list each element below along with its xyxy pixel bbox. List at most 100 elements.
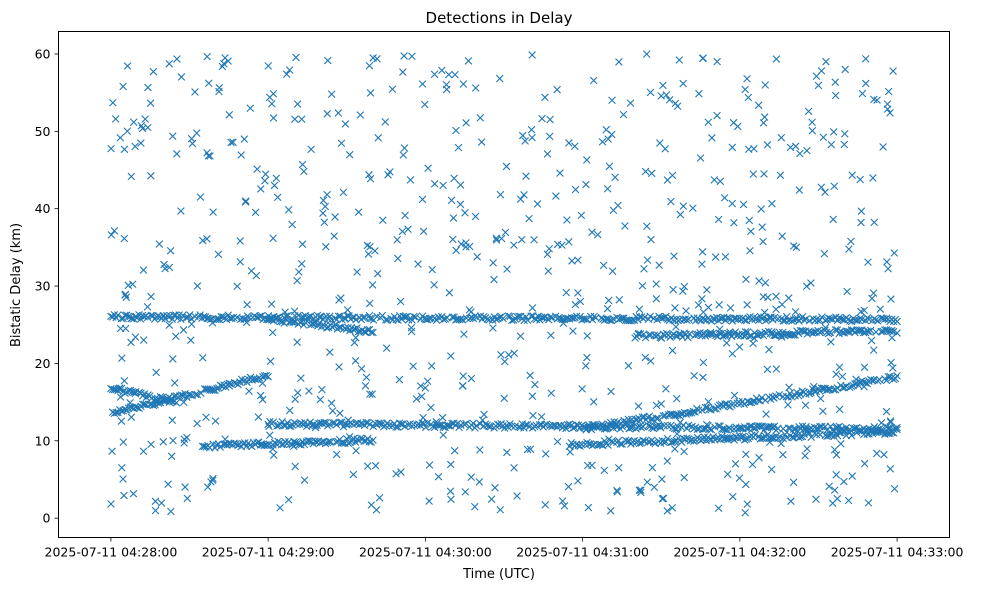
detection-marker: [472, 421, 481, 430]
detection-marker: [745, 216, 754, 225]
detection-marker: [497, 351, 505, 359]
detection-marker: [282, 70, 291, 79]
detection-marker: [888, 334, 896, 342]
detection-marker: [427, 314, 436, 323]
detection-marker: [857, 218, 865, 227]
detection-marker: [652, 414, 661, 423]
detection-marker: [815, 328, 824, 337]
detection-marker: [789, 242, 798, 250]
detection-marker: [475, 478, 484, 486]
detection-marker: [199, 312, 208, 321]
detection-marker: [714, 504, 723, 513]
x-axis: 2025-07-11 04:28:00 2025-07-11 04:29:00 20…: [45, 537, 964, 560]
detection-marker: [615, 58, 623, 66]
detection-marker: [787, 331, 796, 339]
detection-marker: [258, 395, 267, 404]
detection-marker: [778, 300, 786, 309]
detection-marker: [359, 313, 367, 322]
detection-marker: [461, 209, 469, 217]
detection-marker: [281, 308, 289, 316]
detection-marker: [864, 499, 873, 507]
detection-marker: [634, 402, 643, 410]
detection-marker: [604, 135, 612, 143]
detection-marker: [473, 252, 482, 261]
detection-marker: [507, 422, 516, 430]
detection-marker: [636, 488, 645, 497]
detection-marker: [448, 313, 457, 321]
detection-marker: [704, 303, 713, 312]
detection-marker: [167, 507, 175, 516]
detection-marker: [528, 133, 536, 142]
y-tick-label: 30: [35, 279, 51, 294]
detection-marker: [245, 313, 254, 322]
detection-marker: [152, 313, 161, 321]
detection-marker: [652, 294, 661, 303]
detection-marker: [868, 294, 876, 303]
detection-marker: [735, 474, 744, 482]
detection-marker: [742, 435, 751, 443]
detection-marker: [477, 138, 486, 146]
detection-marker: [144, 83, 152, 92]
detection-marker: [608, 96, 616, 105]
detection-marker: [224, 57, 232, 65]
detection-marker: [490, 275, 498, 284]
detection-marker: [746, 246, 754, 255]
detection-marker: [265, 93, 274, 102]
detection-marker: [188, 139, 197, 148]
detection-marker: [219, 313, 227, 321]
detection-marker: [628, 420, 637, 429]
detection-marker: [284, 495, 293, 504]
detection-marker: [119, 475, 127, 483]
detection-marker: [830, 182, 839, 191]
detection-marker: [835, 363, 844, 371]
detection-marker: [621, 222, 629, 230]
detection-marker: [640, 265, 648, 273]
detection-marker: [663, 507, 672, 515]
detection-marker: [137, 139, 145, 147]
detection-marker: [128, 280, 137, 289]
detection-marker: [417, 392, 426, 401]
detection-marker: [761, 278, 770, 287]
detection-marker: [708, 134, 716, 142]
detection-marker: [221, 435, 229, 443]
detection-marker: [365, 311, 374, 320]
detection-marker: [634, 329, 643, 338]
detection-marker: [216, 443, 224, 451]
detection-marker: [620, 416, 628, 425]
detection-marker: [465, 242, 474, 251]
detection-marker: [422, 423, 430, 432]
detection-marker: [809, 382, 818, 391]
detection-marker: [319, 196, 328, 205]
detection-marker: [300, 167, 308, 176]
detection-marker: [824, 385, 833, 394]
detection-marker: [759, 237, 767, 246]
detection-marker: [510, 349, 519, 358]
detection-marker: [291, 438, 300, 447]
detection-marker: [618, 314, 626, 323]
detection-marker: [748, 460, 757, 469]
x-tick-label: 2025-07-11 04:31:00: [516, 545, 649, 560]
detection-marker: [123, 127, 132, 135]
detection-marker: [368, 390, 376, 399]
detection-marker: [427, 403, 435, 412]
detection-marker: [523, 445, 532, 454]
detection-marker: [574, 256, 582, 264]
detection-marker: [213, 315, 222, 323]
detection-marker: [760, 308, 769, 317]
detection-marker: [323, 56, 332, 65]
detection-marker: [817, 183, 826, 192]
detection-marker: [492, 315, 500, 324]
detection-marker: [374, 134, 383, 142]
detection-marker: [520, 191, 528, 199]
detection-marker: [530, 235, 538, 244]
detection-marker: [362, 418, 371, 427]
detection-marker: [447, 196, 456, 205]
detection-marker: [489, 324, 497, 332]
detection-marker: [784, 401, 792, 409]
detection-marker: [335, 363, 343, 371]
detection-marker: [775, 390, 784, 399]
detection-marker: [464, 57, 473, 65]
detection-marker: [253, 165, 261, 173]
detection-marker: [295, 268, 303, 276]
detection-marker: [801, 401, 810, 410]
